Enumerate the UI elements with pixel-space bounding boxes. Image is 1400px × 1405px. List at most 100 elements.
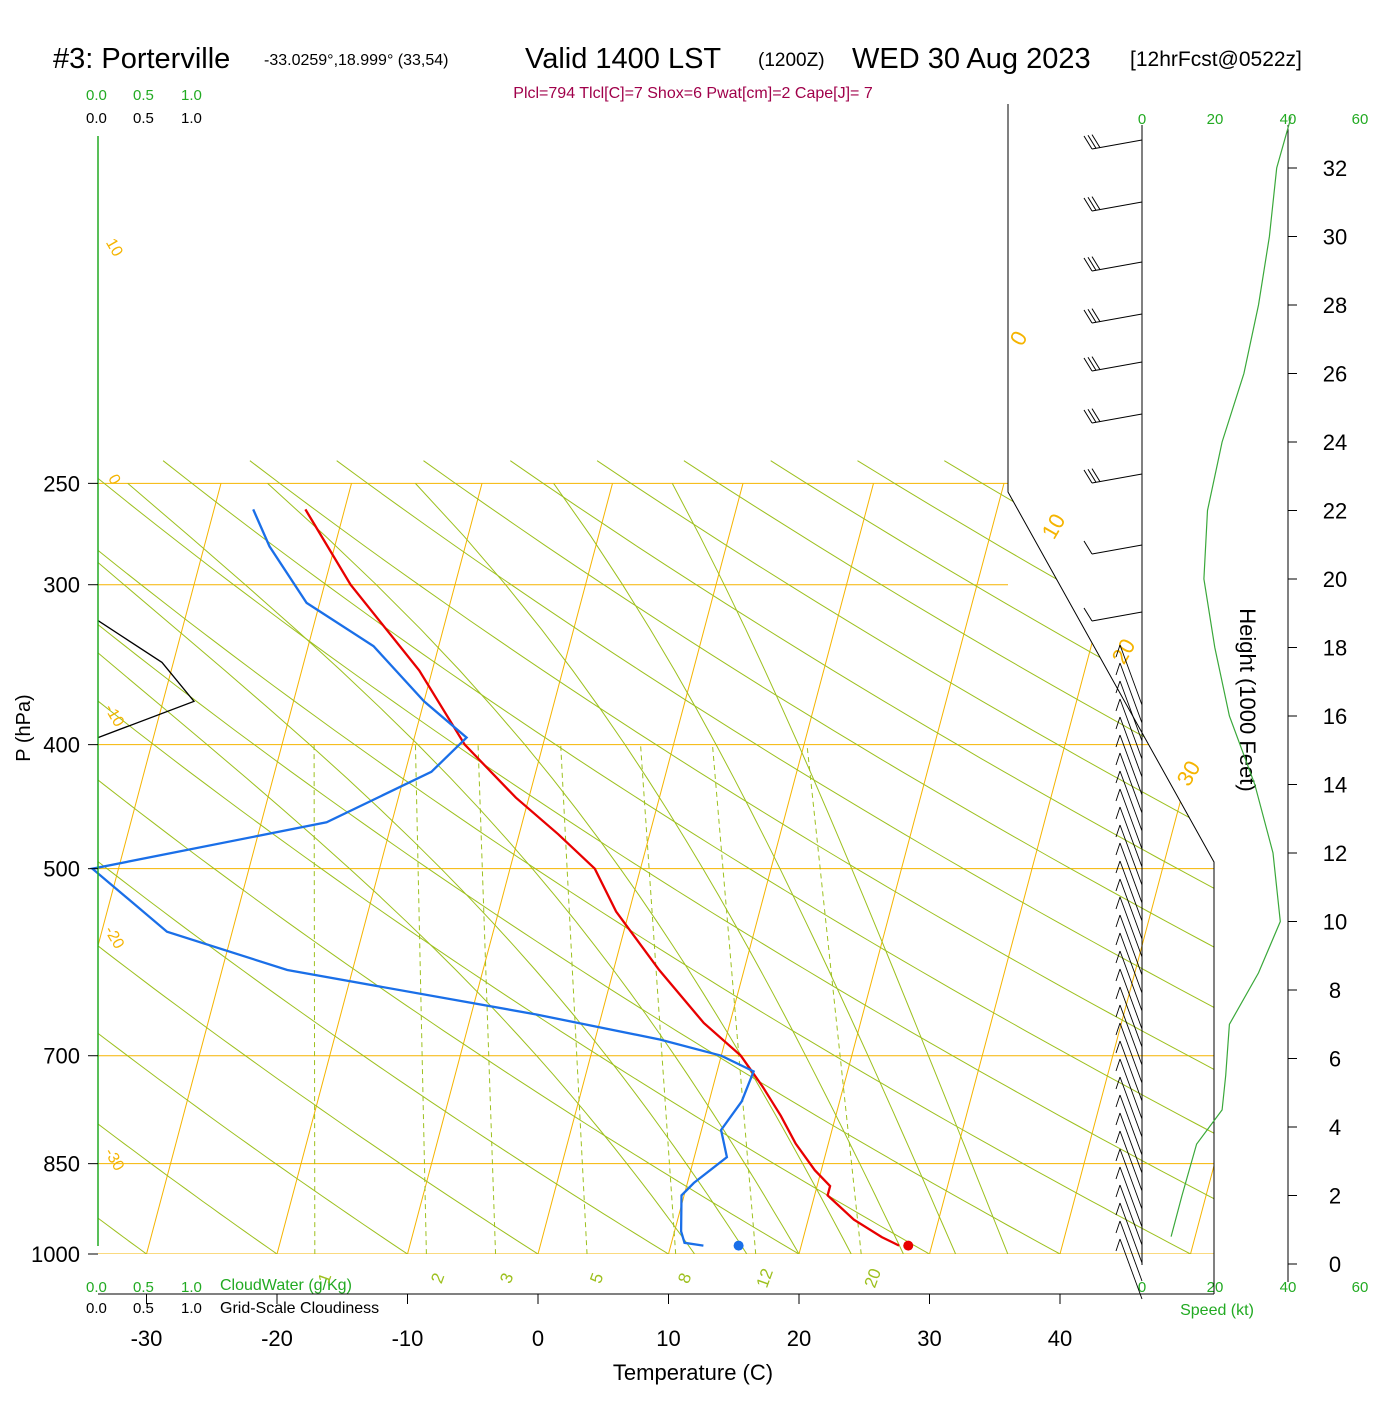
- speed-bottom-0: 0: [1138, 1279, 1146, 1296]
- wind-barb-feather: [1088, 197, 1096, 210]
- isotherm-label: 10: [102, 236, 126, 260]
- bottom-black-0: 0.0: [86, 1300, 107, 1317]
- wind-barb-low-feather: [1116, 879, 1120, 891]
- wind-barb-low-feather: [1116, 825, 1120, 837]
- height-tick-label: 28: [1323, 293, 1347, 318]
- wind-barb-low-feather: [1116, 1005, 1120, 1017]
- dry-adiabat: [0, 461, 184, 1281]
- height-tick-label: 4: [1329, 1115, 1341, 1140]
- isotherm-label: -20: [101, 923, 127, 952]
- mixing-ratio-label: 20: [861, 1266, 885, 1290]
- wind-barb-low-feather: [1116, 843, 1120, 855]
- wind-barb-feather: [1088, 135, 1096, 148]
- surface-temperature-dot: [903, 1241, 913, 1251]
- mixing-ratio-12: [712, 745, 758, 1281]
- top-black-1: 0.5: [133, 110, 154, 127]
- p-tick-label: 250: [43, 471, 80, 496]
- height-tick-label: 12: [1323, 841, 1347, 866]
- wind-barb-feather: [1088, 357, 1096, 370]
- isotherm-label: 0: [1005, 327, 1033, 350]
- wind-barb-feather: [1084, 258, 1092, 271]
- moist-adiabat: [128, 483, 815, 1281]
- wind-barb-low: [1120, 699, 1142, 759]
- mixing-ratio-label: 3: [496, 1270, 517, 1285]
- wind-barb-low: [1120, 861, 1142, 921]
- surface-dewpoint-dot: [734, 1241, 744, 1251]
- isotherm-label: -30: [101, 1145, 127, 1174]
- p-tick-label: 500: [43, 857, 80, 882]
- wind-barb-low: [1120, 1149, 1142, 1209]
- wind-barb-low: [1120, 933, 1142, 993]
- valid-time: Valid 1400 LST: [525, 43, 721, 75]
- wind-barb-feather: [1088, 257, 1096, 270]
- dry-adiabat: [858, 461, 1400, 1281]
- wind-barb-low: [1120, 663, 1142, 723]
- wind-barb-low-feather: [1116, 735, 1120, 747]
- y-axis-title: P (hPa): [13, 694, 35, 761]
- wind-barb-feather: [1092, 309, 1100, 322]
- wind-barb-feather: [1084, 310, 1092, 323]
- dry-adiabat: [424, 461, 1400, 1281]
- dry-adiabat: [597, 461, 1400, 1281]
- p-tick-label: 700: [43, 1044, 80, 1069]
- wind-barb-low: [1120, 915, 1142, 975]
- moist-adiabat: [268, 483, 866, 1281]
- dewpoint-line: [92, 509, 753, 1245]
- wind-barb-feather: [1084, 358, 1092, 371]
- x-tick-label: -10: [392, 1326, 424, 1351]
- wind-barb-low-feather: [1116, 753, 1120, 765]
- mixing-ratio-label: 5: [586, 1270, 607, 1285]
- wind-barb-low: [1120, 825, 1142, 885]
- wind-barb-low: [1120, 969, 1142, 1029]
- isotherm-label: 30: [1172, 756, 1206, 790]
- x-tick-label: 20: [787, 1326, 811, 1351]
- wind-barb-feather: [1088, 409, 1096, 422]
- wind-barb-low-feather: [1116, 771, 1120, 783]
- p-tick-label: 300: [43, 573, 80, 598]
- dry-adiabat: [0, 461, 581, 1281]
- dry-adiabat: [684, 461, 1400, 1281]
- mixing-ratio-20: [807, 745, 864, 1281]
- x-tick-label: -30: [131, 1326, 163, 1351]
- indices-line: Plcl=794 Tlcl[C]=7 Shox=6 Pwat[cm]=2 Cap…: [513, 85, 873, 102]
- wind-barb-low-feather: [1116, 807, 1120, 819]
- height-tick-label: 24: [1323, 430, 1347, 455]
- wind-barb-low: [1120, 789, 1142, 849]
- wind-barb-low: [1120, 1095, 1142, 1155]
- speed-top-60: 60: [1352, 111, 1369, 128]
- station-coords: -33.0259°,18.999° (33,54): [264, 52, 448, 69]
- wind-barb-low: [1120, 1077, 1142, 1137]
- x-tick-label: 40: [1048, 1326, 1072, 1351]
- temperature-line: [305, 509, 899, 1245]
- p-tick-label: 1000: [31, 1242, 80, 1267]
- x-tick-label: 10: [656, 1326, 680, 1351]
- wind-barb-low: [1120, 1221, 1142, 1281]
- valid-date: WED 30 Aug 2023: [852, 43, 1091, 75]
- top-green-0: 0.0: [86, 87, 107, 104]
- dry-adiabat: [1118, 461, 1400, 1281]
- height-tick-label: 22: [1323, 499, 1347, 524]
- height-tick-label: 18: [1323, 636, 1347, 661]
- wind-barb-low-feather: [1116, 897, 1120, 909]
- station-title: #3: Porterville: [53, 43, 230, 75]
- dry-adiabat: [337, 461, 1400, 1281]
- wind-barb-feather: [1084, 470, 1092, 483]
- height-tick-label: 20: [1323, 567, 1347, 592]
- height-tick-label: 8: [1329, 978, 1341, 1003]
- wind-barb-low-feather: [1116, 933, 1120, 945]
- bottom-black-2: 1.0: [181, 1300, 202, 1317]
- cloudiness-label: Grid-Scale Cloudiness: [220, 1300, 379, 1317]
- p-tick-label: 400: [43, 733, 80, 758]
- wind-barb-low-feather: [1116, 951, 1120, 963]
- wind-barb-feather: [1092, 197, 1100, 210]
- wind-barb-feather: [1092, 135, 1100, 148]
- isotherm-label: 10: [1037, 509, 1071, 543]
- top-black-0: 0.0: [86, 110, 107, 127]
- wind-barb-low-feather: [1116, 1239, 1120, 1251]
- wind-barb-low-feather: [1116, 1185, 1120, 1197]
- wind-barb-low-feather: [1116, 1131, 1120, 1143]
- wind-barb-low-feather: [1116, 789, 1120, 801]
- right-boundary: [1008, 104, 1214, 1294]
- wind-barb-low: [1120, 1023, 1142, 1083]
